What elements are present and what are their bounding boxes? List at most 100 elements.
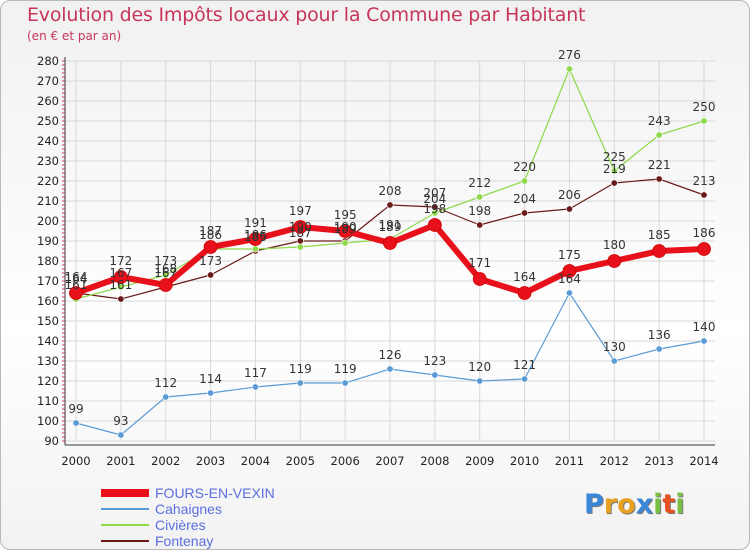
- y-tick-label: 180: [37, 254, 59, 268]
- data-label-fontenay: 167: [154, 266, 177, 280]
- data-label-civi-res: 189: [334, 222, 357, 236]
- data-label-cahaignes: 112: [154, 376, 177, 390]
- data-point-fours-en-vexin: [607, 254, 622, 268]
- x-tick-label: 2013: [645, 454, 674, 468]
- legend-item-fontenay: Fontenay: [101, 533, 275, 549]
- logo-letter: r: [603, 489, 618, 520]
- data-point-fontenay: [610, 179, 618, 187]
- x-tick-label: 2009: [465, 454, 494, 468]
- y-tick-label: 90: [44, 434, 59, 448]
- data-label-fontenay: 190: [334, 220, 357, 234]
- logo-letter: i: [675, 489, 685, 520]
- y-tick-label: 210: [37, 194, 59, 208]
- legend-label-cahaignes: Cahaignes: [155, 501, 222, 517]
- data-point-fours-en-vexin: [517, 286, 532, 300]
- legend-swatch-fontenay: [101, 540, 149, 542]
- data-label-fontenay: 208: [379, 184, 402, 198]
- x-tick-label: 2011: [555, 454, 584, 468]
- data-point-fours-en-vexin: [472, 272, 487, 286]
- legend: FOURS-EN-VEXIN Cahaignes Civières Fontenay: [101, 485, 275, 549]
- data-point-fours-en-vexin: [293, 220, 308, 234]
- x-tick-label: 2002: [151, 454, 180, 468]
- data-label-fours-en-vexin: 187: [199, 224, 222, 238]
- y-tick-label: 230: [37, 154, 59, 168]
- y-tick-label: 250: [37, 114, 59, 128]
- data-point-fours-en-vexin: [652, 244, 667, 258]
- data-point-cahaignes: [655, 345, 663, 353]
- data-label-cahaignes: 117: [244, 366, 267, 380]
- data-label-fontenay: 219: [603, 162, 626, 176]
- data-label-cahaignes: 93: [113, 414, 128, 428]
- data-label-fontenay: 213: [693, 174, 716, 188]
- data-label-civi-res: 243: [648, 114, 671, 128]
- data-label-fours-en-vexin: 195: [334, 208, 357, 222]
- y-tick-label: 150: [37, 314, 59, 328]
- logo-letter: t: [662, 489, 676, 520]
- data-point-cahaignes: [386, 365, 394, 373]
- data-label-cahaignes: 119: [334, 362, 357, 376]
- data-point-cahaignes: [251, 383, 259, 391]
- data-point-fours-en-vexin: [69, 286, 83, 300]
- x-tick-label: 2005: [286, 454, 315, 468]
- data-point-civi-res: [565, 65, 573, 73]
- x-tick-label: 2000: [61, 454, 90, 468]
- x-tick-label: 2004: [241, 454, 270, 468]
- data-point-fontenay: [117, 295, 125, 303]
- data-label-cahaignes: 140: [693, 320, 716, 334]
- data-label-cahaignes: 136: [648, 328, 671, 342]
- data-label-civi-res: 250: [693, 100, 716, 114]
- data-point-fours-en-vexin: [203, 240, 218, 254]
- legend-swatch-fours-en-vexin: [101, 489, 149, 497]
- x-tick-label: 2006: [331, 454, 360, 468]
- data-point-fontenay: [476, 221, 484, 229]
- data-label-fours-en-vexin: 172: [109, 254, 132, 268]
- data-point-cahaignes: [296, 379, 304, 387]
- data-label-civi-res: 212: [468, 176, 491, 190]
- data-point-civi-res: [700, 117, 708, 125]
- logo-letter: i: [653, 489, 663, 520]
- data-point-fours-en-vexin: [158, 278, 173, 292]
- data-label-fontenay: 198: [468, 204, 491, 218]
- legend-item-cahaignes: Cahaignes: [101, 501, 275, 517]
- data-label-cahaignes: 119: [289, 362, 312, 376]
- chart-subtitle: (en € et par an): [27, 29, 122, 43]
- data-point-fontenay: [386, 201, 394, 209]
- data-label-civi-res: 220: [513, 160, 536, 174]
- data-label-civi-res: 161: [65, 278, 88, 292]
- y-tick-label: 220: [37, 174, 59, 188]
- x-tick-label: 2003: [196, 454, 225, 468]
- y-tick-label: 170: [37, 274, 59, 288]
- data-label-fours-en-vexin: 186: [693, 226, 716, 240]
- data-point-fontenay: [207, 271, 215, 279]
- data-point-cahaignes: [521, 375, 529, 383]
- data-label-civi-res: 204: [423, 192, 446, 206]
- data-label-fontenay: 185: [244, 230, 267, 244]
- legend-swatch-cahaignes: [101, 508, 149, 510]
- data-point-civi-res: [521, 177, 529, 185]
- data-point-civi-res: [431, 209, 439, 217]
- data-label-fontenay: 190: [289, 220, 312, 234]
- data-label-fontenay: 206: [558, 188, 581, 202]
- y-tick-label: 110: [37, 394, 59, 408]
- x-tick-label: 2007: [375, 454, 404, 468]
- y-tick-label: 270: [37, 74, 59, 88]
- x-tick-label: 2008: [420, 454, 449, 468]
- y-tick-label: 240: [37, 134, 59, 148]
- legend-item-fours-en-vexin: FOURS-EN-VEXIN: [101, 485, 275, 501]
- x-tick-label: 2001: [106, 454, 135, 468]
- data-point-fours-en-vexin: [383, 236, 397, 250]
- data-point-civi-res: [251, 245, 259, 253]
- data-point-cahaignes: [700, 337, 708, 345]
- data-label-fours-en-vexin: 175: [558, 248, 581, 262]
- data-point-cahaignes: [117, 431, 125, 439]
- data-label-fours-en-vexin: 164: [65, 270, 88, 284]
- data-label-fours-en-vexin: 168: [154, 262, 177, 276]
- data-point-civi-res: [341, 239, 349, 247]
- legend-swatch-civi-res: [101, 524, 149, 526]
- y-tick-label: 130: [37, 354, 59, 368]
- x-tick-label: 2010: [510, 454, 539, 468]
- data-label-fours-en-vexin: 197: [289, 204, 312, 218]
- data-point-cahaignes: [431, 371, 439, 379]
- data-point-civi-res: [296, 243, 304, 251]
